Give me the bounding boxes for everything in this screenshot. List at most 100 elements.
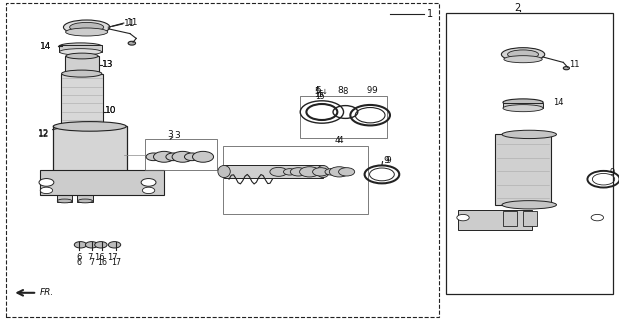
Text: 10: 10	[105, 106, 117, 115]
Bar	[300, 96, 387, 138]
Text: 8: 8	[337, 86, 343, 95]
Text: 12: 12	[38, 129, 50, 138]
Circle shape	[166, 153, 181, 161]
Text: 11: 11	[569, 60, 580, 68]
Text: 11: 11	[124, 19, 136, 28]
Bar	[53, 126, 127, 182]
Text: 9: 9	[366, 86, 371, 95]
Text: 15: 15	[316, 92, 326, 100]
Circle shape	[591, 214, 604, 221]
Ellipse shape	[317, 165, 329, 178]
Circle shape	[325, 169, 337, 175]
Circle shape	[184, 153, 199, 161]
Text: 14: 14	[40, 42, 51, 51]
Text: 6: 6	[76, 253, 81, 262]
Bar	[145, 139, 217, 170]
Text: 16: 16	[97, 258, 107, 267]
Text: 4: 4	[334, 136, 340, 145]
Ellipse shape	[57, 199, 72, 203]
Text: 12: 12	[38, 130, 50, 139]
Circle shape	[40, 187, 53, 194]
Bar	[523, 211, 537, 226]
Bar	[59, 45, 102, 52]
Circle shape	[85, 242, 98, 248]
Ellipse shape	[508, 50, 539, 59]
Ellipse shape	[61, 123, 102, 130]
Ellipse shape	[66, 28, 108, 36]
Ellipse shape	[78, 199, 93, 203]
Text: 9: 9	[385, 156, 391, 164]
Ellipse shape	[66, 53, 98, 59]
Bar	[61, 74, 103, 126]
Circle shape	[74, 242, 87, 248]
Ellipse shape	[69, 22, 103, 32]
Bar	[65, 56, 99, 74]
Text: 3: 3	[175, 131, 180, 140]
Text: 5: 5	[316, 86, 321, 95]
Text: 15: 15	[314, 90, 324, 99]
Ellipse shape	[53, 122, 126, 131]
Circle shape	[39, 179, 54, 186]
Bar	[446, 13, 613, 294]
Ellipse shape	[501, 48, 545, 61]
Bar	[503, 103, 543, 108]
Ellipse shape	[503, 105, 543, 112]
Bar	[458, 210, 532, 230]
Circle shape	[108, 242, 121, 248]
Text: ↓: ↓	[321, 89, 327, 94]
Text: 14: 14	[553, 98, 563, 107]
Bar	[57, 181, 72, 202]
Text: 16: 16	[93, 253, 105, 262]
Bar	[57, 127, 94, 132]
Circle shape	[172, 151, 193, 162]
Circle shape	[128, 41, 136, 45]
Bar	[503, 211, 517, 226]
Bar	[77, 181, 93, 202]
Text: 2: 2	[514, 3, 520, 13]
Circle shape	[284, 169, 296, 175]
Text: 1: 1	[427, 9, 433, 20]
Text: 5: 5	[314, 87, 319, 96]
Ellipse shape	[503, 99, 543, 106]
Circle shape	[95, 242, 107, 248]
Text: FR.: FR.	[40, 288, 54, 297]
Text: 7: 7	[87, 253, 92, 262]
Circle shape	[290, 168, 306, 176]
Ellipse shape	[56, 125, 95, 131]
Circle shape	[146, 153, 161, 161]
Text: 9: 9	[610, 168, 615, 177]
Ellipse shape	[504, 56, 542, 63]
Ellipse shape	[53, 178, 126, 187]
Text: 4: 4	[337, 136, 343, 145]
Ellipse shape	[59, 43, 102, 50]
Circle shape	[339, 168, 355, 176]
Text: 6: 6	[77, 258, 82, 267]
Bar	[224, 165, 323, 178]
Text: 11: 11	[127, 18, 139, 27]
Text: 3: 3	[167, 130, 173, 139]
Bar	[6, 3, 439, 317]
Bar	[495, 134, 551, 205]
Circle shape	[154, 151, 175, 162]
Text: 17: 17	[111, 258, 121, 267]
Ellipse shape	[502, 130, 556, 139]
Text: 17: 17	[107, 253, 118, 262]
Text: 8: 8	[342, 87, 348, 96]
Circle shape	[563, 67, 569, 70]
Circle shape	[142, 187, 155, 194]
Text: 10: 10	[105, 106, 117, 115]
Ellipse shape	[64, 20, 110, 35]
Circle shape	[300, 167, 319, 177]
Text: 9: 9	[384, 156, 389, 164]
Ellipse shape	[218, 165, 230, 178]
Text: 14: 14	[40, 42, 51, 51]
Text: 13: 13	[102, 60, 114, 68]
Circle shape	[193, 151, 214, 162]
Ellipse shape	[502, 201, 556, 209]
Circle shape	[313, 168, 329, 176]
Bar	[223, 146, 368, 214]
Circle shape	[141, 179, 156, 186]
Text: 7: 7	[89, 258, 94, 267]
Circle shape	[457, 214, 469, 221]
Text: 13: 13	[102, 60, 114, 68]
